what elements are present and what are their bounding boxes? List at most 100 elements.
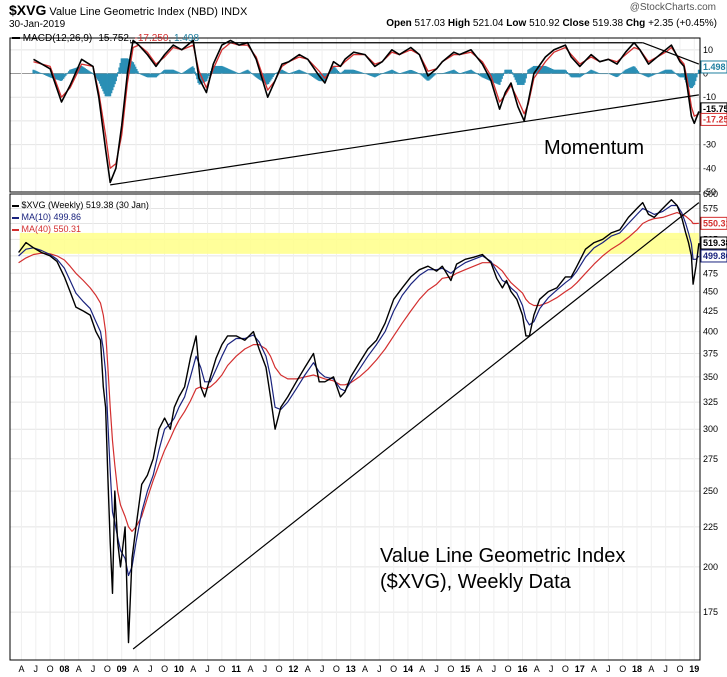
macd-histogram-bar [642, 73, 645, 76]
macd-histogram-bar [173, 70, 176, 74]
macd-histogram-bar [577, 73, 580, 78]
macd-histogram-bar [377, 73, 380, 76]
macd-histogram-bar [72, 68, 75, 74]
macd-histogram-bar [627, 68, 630, 74]
macd-histogram-bar [408, 70, 411, 74]
tag-histogram-text: 1.498 [703, 62, 726, 72]
macd-histogram-bar [429, 73, 432, 79]
macd-histogram-bar [149, 73, 152, 78]
macd-histogram-bar [528, 68, 531, 74]
macd-histogram-bar [539, 65, 542, 74]
macd-histogram-bar [645, 73, 648, 77]
macd-histogram-bar [382, 72, 385, 74]
macd-histogram-bar [482, 73, 485, 78]
macd-histogram-bar [275, 72, 278, 74]
macd-histogram-bar [678, 73, 681, 77]
macd-histogram-bar [649, 73, 652, 77]
macd-histogram-bar [565, 70, 568, 74]
macd-histogram-bar [237, 73, 240, 74]
macd-histogram-bar [293, 71, 296, 74]
macd-histogram-bar [213, 65, 216, 74]
macd-histogram-bar [411, 70, 414, 74]
macd-histogram-bar [471, 70, 474, 74]
tag-histogram-box [700, 60, 727, 74]
macd-histogram-bar [343, 69, 346, 74]
macd-histogram-bar [464, 71, 467, 74]
macd-histogram-bar [505, 69, 508, 74]
macd-histogram-bar [607, 73, 610, 75]
macd-histogram-bar [46, 73, 49, 77]
macd-histogram-bar [656, 73, 659, 74]
macd-support-trendline [110, 94, 699, 186]
tag-ma40-box [700, 216, 727, 230]
macd-histogram-bar [552, 69, 555, 74]
macd-histogram-bar [220, 65, 223, 74]
macd-histogram-bar [511, 72, 514, 74]
macd-histogram-bar [432, 73, 435, 77]
macd-histogram-bar [317, 73, 320, 81]
x-tick-label: O [276, 664, 283, 674]
macd-histogram-bar [522, 73, 525, 85]
macd-histogram-bar [215, 65, 218, 74]
macd-histogram-bar [581, 73, 584, 76]
macd-histogram-bar [355, 70, 358, 74]
macd-histogram-bar [252, 73, 255, 75]
macd-histogram-bar [440, 73, 443, 75]
macd-histogram-bar [316, 73, 319, 80]
macd-histogram-bar [167, 69, 170, 74]
x-tick-label: J [320, 664, 325, 674]
macd-histogram-bar [445, 72, 448, 74]
macd-histogram-bar [331, 67, 334, 74]
macd-histogram-bar [57, 73, 60, 81]
macd-histogram-bar [302, 71, 305, 74]
macd-histogram-bar [690, 73, 693, 88]
legend-ma10: MA(10) 499.86 [12, 211, 149, 223]
macd-histogram-bar [201, 73, 204, 83]
macd-histogram-bar [526, 73, 529, 75]
macd-histogram-bar [351, 69, 354, 74]
macd-histogram-bar [426, 73, 429, 81]
macd-histogram-bar [164, 69, 167, 74]
price-panel-frame [9, 193, 701, 661]
tag-price-text: 519.38 [703, 238, 727, 248]
macd-histogram-bar [498, 73, 501, 85]
macd-histogram-bar [240, 72, 243, 74]
macd-histogram-bar [119, 62, 122, 74]
macd-histogram-bar [611, 73, 614, 76]
macd-histogram-bar [455, 71, 458, 74]
macd-histogram-bar [484, 73, 487, 79]
macd-histogram-bar [349, 69, 352, 74]
macd-histogram-bar [403, 71, 406, 74]
macd-histogram-bar [589, 70, 592, 74]
macd-histogram-bar [130, 61, 133, 74]
macd-histogram-bar [120, 58, 123, 74]
macd-histogram-bar [452, 69, 455, 74]
macd-histogram-bar [433, 73, 436, 76]
macd-histogram-bar [372, 73, 375, 77]
macd-histogram-bar [143, 73, 146, 77]
macd-histogram-bar [595, 72, 598, 74]
macd-histogram-bar [530, 67, 533, 74]
x-tick-label: A [362, 664, 368, 674]
macd-histogram-bar [64, 73, 67, 76]
macd-histogram-bar [633, 66, 636, 74]
macd-histogram-bar [159, 73, 162, 74]
macd-histogram-bar [158, 73, 161, 75]
macd-histogram-bar [97, 73, 100, 82]
macd-histogram-bar [272, 73, 275, 76]
tag-ma10-box [700, 249, 727, 263]
macd-histogram-bar [103, 73, 106, 94]
macd-histogram-bar [360, 72, 363, 74]
macd-histogram-bar [256, 73, 259, 79]
macd-histogram-bar [193, 71, 196, 74]
macd-histogram-bar [85, 68, 88, 74]
macd-histogram-bar [637, 71, 640, 74]
macd-histogram-bar [235, 72, 238, 74]
macd-histogram-bar [585, 72, 588, 74]
x-tick-label: J [148, 664, 153, 674]
macd-histogram-bar [610, 73, 613, 76]
macd-histogram-bar [145, 73, 148, 78]
macd-histogram-bar [624, 69, 627, 74]
macd-histogram-bar [443, 72, 446, 74]
